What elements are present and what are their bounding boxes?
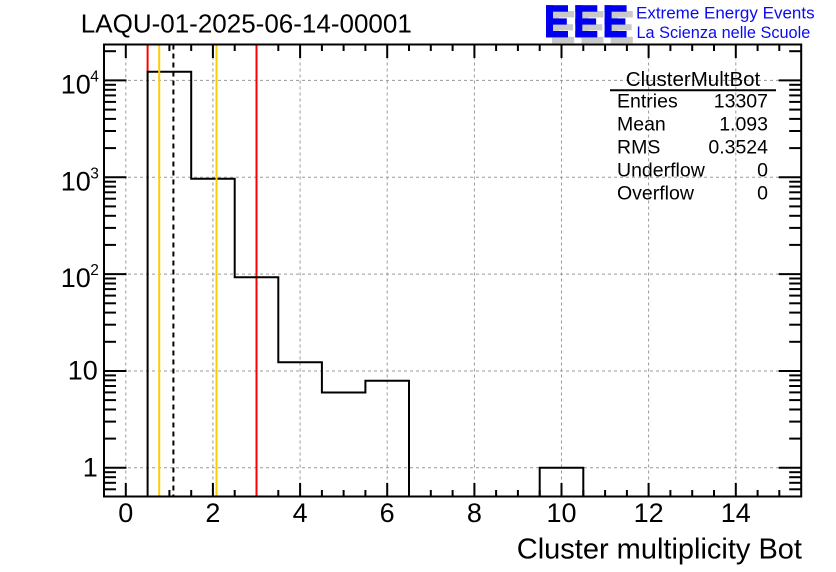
svg-text:2: 2 — [90, 262, 99, 279]
svg-text:ClusterMultBot: ClusterMultBot — [626, 68, 761, 91]
svg-text:4: 4 — [90, 68, 99, 85]
svg-text:12: 12 — [634, 498, 664, 528]
svg-text:4: 4 — [293, 498, 308, 528]
svg-text:0: 0 — [118, 498, 133, 528]
svg-text:LAQU-01-2025-06-14-00001: LAQU-01-2025-06-14-00001 — [81, 9, 412, 39]
svg-text:3: 3 — [90, 165, 99, 182]
svg-text:10: 10 — [61, 69, 91, 99]
svg-text:14: 14 — [721, 498, 751, 528]
svg-text:Overflow: Overflow — [617, 183, 695, 205]
svg-text:Cluster multiplicity Bot: Cluster multiplicity Bot — [517, 534, 802, 566]
svg-text:10: 10 — [61, 263, 91, 293]
svg-text:13307: 13307 — [714, 91, 768, 113]
svg-text:Mean: Mean — [617, 114, 666, 136]
svg-text:10: 10 — [68, 356, 98, 386]
svg-text:2: 2 — [205, 498, 220, 528]
svg-text:RMS: RMS — [617, 137, 660, 159]
svg-text:0: 0 — [757, 160, 768, 182]
svg-text:8: 8 — [467, 498, 482, 528]
svg-text:Underflow: Underflow — [617, 160, 706, 182]
svg-text:10: 10 — [61, 166, 91, 196]
svg-text:Entries: Entries — [617, 91, 678, 113]
svg-text:10: 10 — [546, 498, 576, 528]
svg-text:0: 0 — [757, 183, 768, 205]
svg-text:Extreme Energy Events: Extreme Energy Events — [636, 3, 815, 22]
svg-text:1: 1 — [83, 452, 98, 482]
svg-text:La Scienza nelle Scuole: La Scienza nelle Scuole — [637, 24, 811, 42]
svg-text:6: 6 — [380, 498, 395, 528]
svg-text:1.093: 1.093 — [719, 114, 768, 136]
svg-text:0.3524: 0.3524 — [708, 137, 768, 159]
